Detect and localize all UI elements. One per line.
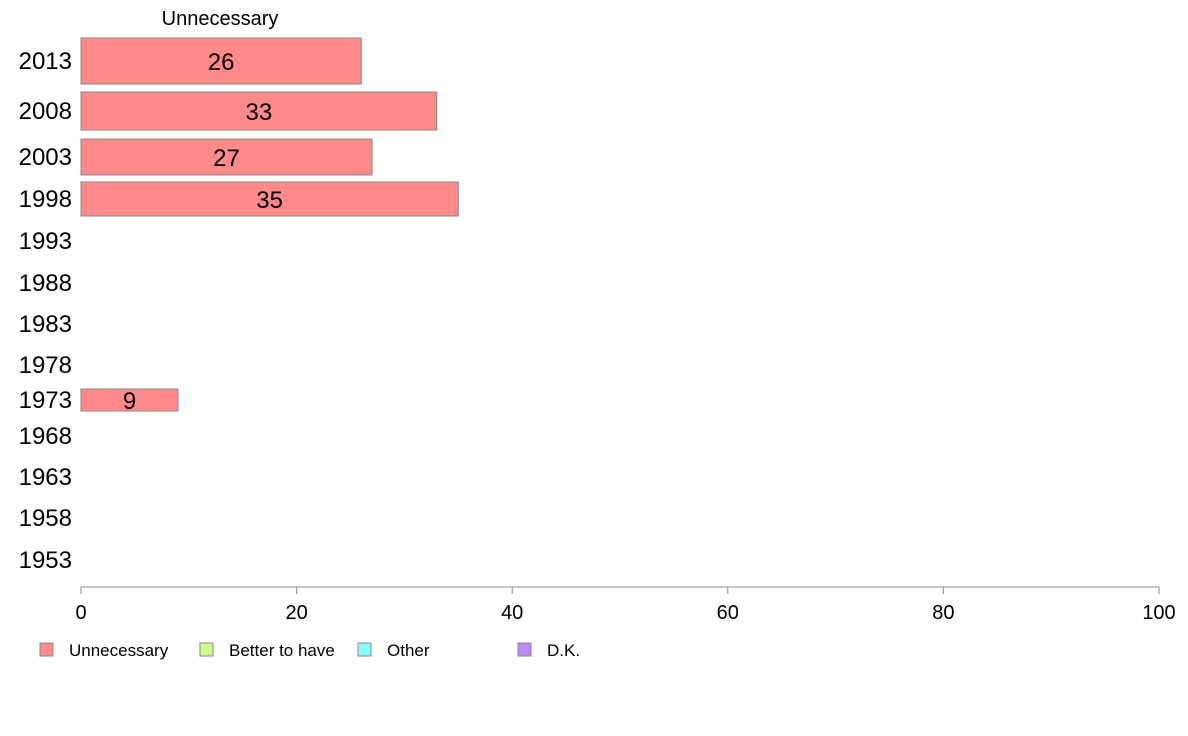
- category-labels: 2013 2008 2003 1998 1993 1988 1983 1978 1973 1968…: [19, 48, 72, 574]
- legend-swatch-2: [357, 642, 372, 657]
- data-label-1998-series-0: 35: [256, 187, 283, 214]
- x-tick-label-60: 60: [717, 602, 739, 624]
- data-label-2003-series-0: 27: [213, 145, 240, 172]
- category-label-2008: 2008: [19, 98, 72, 125]
- category-label-1988: 1988: [19, 270, 72, 297]
- x-axis: 0 20 40 60 80 100: [75, 586, 1176, 624]
- legend-label-3: D.K.: [547, 641, 580, 660]
- data-label-2008-series-0: 33: [246, 99, 273, 126]
- legend: Unnecessary Better to have Other D.K.: [39, 641, 580, 660]
- bar-1973-series-0: [80, 388, 179, 412]
- x-tick-label-0: 0: [75, 602, 86, 624]
- legend-label-2: Other: [387, 641, 430, 660]
- x-tick-label-20: 20: [285, 602, 307, 624]
- bar-2008-series-0: [80, 91, 438, 131]
- legend-label-0: Unnecessary: [69, 641, 169, 660]
- legend-swatch-1: [199, 642, 214, 657]
- x-tick-label-40: 40: [501, 602, 523, 624]
- category-label-1993: 1993: [19, 228, 72, 255]
- data-label-1973-series-0: 9: [123, 388, 136, 415]
- category-label-2003: 2003: [19, 144, 72, 171]
- chart-header: Unnecessary: [162, 8, 279, 30]
- bars-group: [80, 37, 459, 412]
- data-label-2013-series-0: 26: [208, 49, 235, 76]
- category-label-1968: 1968: [19, 423, 72, 450]
- category-label-1983: 1983: [19, 311, 72, 338]
- category-label-1953: 1953: [19, 547, 72, 574]
- category-label-2013: 2013: [19, 48, 72, 75]
- x-tick-label-80: 80: [932, 602, 954, 624]
- legend-label-1: Better to have: [229, 641, 335, 660]
- category-label-1963: 1963: [19, 464, 72, 491]
- bar-2003-series-0: [80, 138, 373, 176]
- legend-swatch-0: [39, 642, 54, 657]
- category-label-1998: 1998: [19, 186, 72, 213]
- bar-1998-series-0: [80, 181, 459, 217]
- category-label-1978: 1978: [19, 352, 72, 379]
- legend-swatch-3: [517, 642, 532, 657]
- category-label-1973: 1973: [19, 387, 72, 414]
- bar-2013-series-0: [80, 37, 362, 85]
- category-label-1958: 1958: [19, 505, 72, 532]
- x-tick-label-100: 100: [1142, 602, 1175, 624]
